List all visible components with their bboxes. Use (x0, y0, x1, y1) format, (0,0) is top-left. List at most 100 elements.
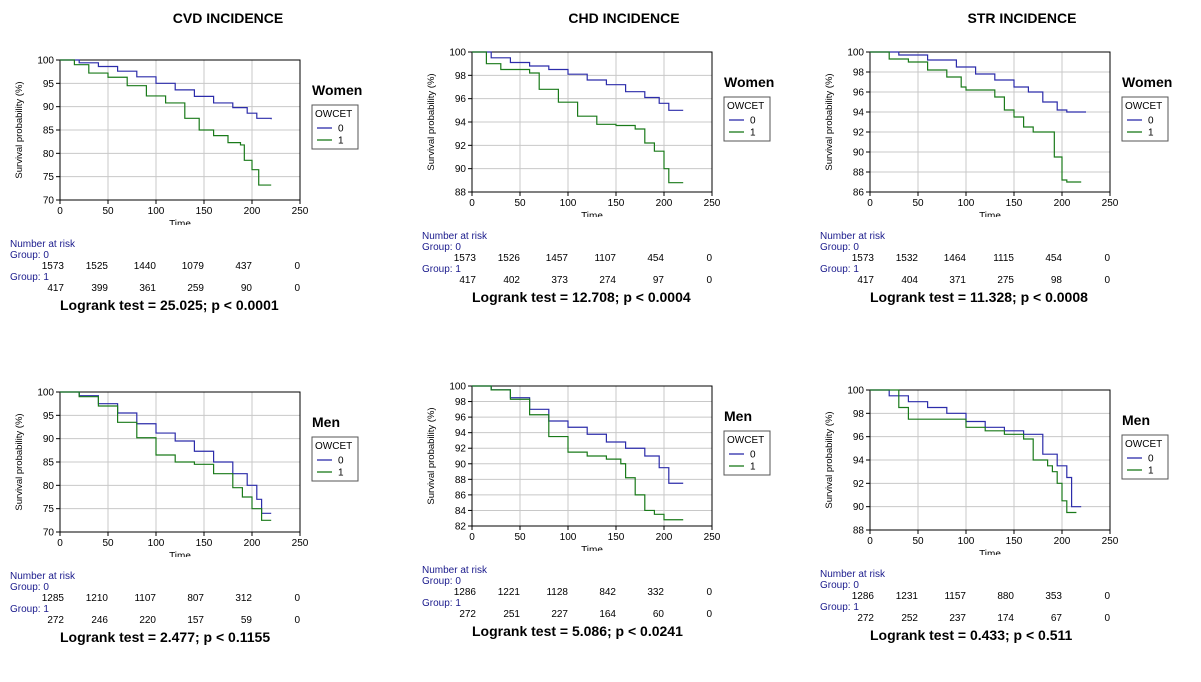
x-axis-label: Time (581, 545, 603, 551)
km-panel-cvd-men: 0 50 100 150 200 250 70 75 80 85 90 95 100 Time Surviv… (0, 382, 390, 682)
logrank-result: Logrank test = 2.477; p < 0.1155 (60, 629, 271, 645)
risk-value-group-1: 67 (1050, 613, 1062, 624)
y-tick-label: 98 (455, 71, 467, 82)
risk-value-group-0: 1079 (181, 261, 204, 272)
risk-value-group-1: 174 (997, 613, 1014, 624)
risk-group-1-label: Group: 1 (820, 264, 859, 275)
y-tick-label: 90 (455, 164, 467, 175)
risk-value-group-1: 399 (91, 283, 108, 294)
y-tick-label: 90 (853, 502, 865, 513)
km-chart-cvd-women: 0 50 100 150 200 250 70 75 80 85 90 95 100 Time Surviv… (14, 56, 362, 226)
km-chart-str-men: 0 50 100 150 200 250 88 90 92 94 96 98 100 Time Surviv… (824, 386, 1169, 555)
legend-box (311, 104, 359, 150)
risk-group-0-label: Group: 0 (10, 582, 49, 593)
x-axis-label: Time (979, 549, 1001, 555)
risk-value-group-1: 251 (503, 609, 520, 620)
y-tick-label: 92 (455, 141, 467, 152)
logrank-result: Logrank test = 5.086; p < 0.0241 (472, 623, 683, 639)
legend-label-group-1: 1 (1148, 128, 1154, 139)
y-tick-label: 80 (43, 149, 55, 160)
risk-value-group-0: 1107 (134, 593, 156, 604)
x-tick-label: 50 (912, 198, 924, 209)
risk-value-group-1: 0 (294, 615, 300, 626)
x-tick-label: 50 (514, 532, 526, 543)
legend-label-group-0: 0 (1148, 454, 1154, 465)
x-tick-label: 100 (958, 536, 975, 547)
legend-label-group-0: 0 (338, 456, 344, 467)
x-tick-label: 150 (608, 532, 625, 543)
risk-value-group-0: 0 (1104, 591, 1110, 602)
x-tick-label: 50 (912, 536, 924, 547)
risk-table-title: Number at risk (422, 565, 488, 576)
y-tick-label: 75 (43, 172, 55, 183)
y-tick-label: 96 (455, 94, 467, 105)
x-tick-label: 0 (57, 538, 63, 549)
km-chart-chd-men: 0 50 100 150 200 250 82 84 86 88 90 92 94 96 98 100 Time… (426, 382, 771, 551)
risk-value-group-0: 437 (235, 261, 252, 272)
x-tick-label: 150 (1006, 198, 1023, 209)
y-tick-label: 100 (37, 56, 54, 67)
km-panel-chd-men: 0 50 100 150 200 250 82 84 86 88 90 92 94 96 98 100 Time… (412, 376, 802, 676)
legend-title: OWCET (1125, 439, 1162, 450)
risk-value-group-1: 0 (1104, 613, 1110, 624)
x-tick-label: 100 (148, 538, 165, 549)
survival-curve-group-0 (472, 51, 684, 111)
risk-value-group-1: 252 (901, 613, 918, 624)
km-chart-cvd-men: 0 50 100 150 200 250 70 75 80 85 90 95 100 Time Surviv… (14, 388, 359, 557)
risk-value-group-1: 97 (652, 275, 664, 286)
risk-value-group-1: 0 (1104, 275, 1110, 286)
logrank-result: Logrank test = 25.025; p < 0.0001 (60, 297, 279, 313)
sex-label: Men (1122, 412, 1150, 428)
y-tick-label: 100 (449, 48, 466, 59)
risk-value-group-0: 454 (647, 253, 664, 264)
y-tick-label: 96 (853, 432, 865, 443)
x-tick-label: 100 (148, 206, 165, 217)
risk-value-group-0: 1231 (895, 591, 918, 602)
x-tick-label: 50 (102, 538, 114, 549)
risk-value-group-1: 371 (949, 275, 966, 286)
risk-value-group-0: 0 (294, 593, 300, 604)
risk-value-group-1: 164 (599, 609, 616, 620)
risk-value-group-0: 1107 (594, 253, 616, 264)
km-panel-str-women: 0 50 100 150 200 250 86 88 90 92 94 96 98 100 Time Surv… (810, 42, 1200, 342)
x-tick-label: 200 (656, 198, 673, 209)
risk-value-group-1: 402 (503, 275, 520, 286)
risk-group-1-label: Group: 1 (820, 602, 859, 613)
y-tick-label: 86 (455, 490, 467, 501)
risk-value-group-1: 404 (901, 275, 918, 286)
x-axis-label: Time (581, 211, 603, 217)
y-tick-label: 100 (847, 386, 864, 397)
risk-value-group-0: 1464 (943, 253, 966, 264)
survival-curve-group-0 (870, 51, 1086, 113)
risk-value-group-1: 0 (294, 283, 300, 294)
risk-value-group-1: 98 (1050, 275, 1062, 286)
y-tick-label: 98 (853, 68, 865, 79)
risk-table: Number at risk Group: 0 Group: 1 1286 1231 11… (810, 569, 1200, 639)
y-tick-label: 90 (43, 102, 55, 113)
risk-value-group-0: 0 (706, 253, 712, 264)
risk-value-group-1: 272 (459, 609, 476, 620)
legend-label-group-0: 0 (338, 124, 344, 135)
legend-label-group-1: 1 (750, 128, 756, 139)
logrank-result: Logrank test = 0.433; p < 0.511 (870, 627, 1073, 643)
sex-label: Men (724, 408, 752, 424)
x-tick-label: 150 (1006, 536, 1023, 547)
risk-value-group-1: 157 (187, 615, 204, 626)
y-tick-label: 70 (43, 196, 55, 207)
legend-title: OWCET (315, 109, 352, 120)
risk-value-group-0: 1532 (895, 253, 918, 264)
x-tick-label: 100 (958, 198, 975, 209)
sex-label: Women (312, 82, 362, 98)
risk-value-group-1: 259 (187, 283, 204, 294)
survival-curve-group-0 (870, 389, 1082, 508)
risk-group-1-label: Group: 1 (422, 598, 461, 609)
x-tick-label: 250 (1102, 198, 1119, 209)
risk-table-title: Number at risk (422, 231, 488, 242)
x-tick-label: 100 (560, 198, 577, 209)
y-tick-label: 88 (853, 526, 865, 537)
survival-curve-group-0 (472, 385, 684, 484)
risk-value-group-0: 332 (647, 587, 664, 598)
risk-value-group-0: 1525 (85, 261, 108, 272)
km-panel-str-men: 0 50 100 150 200 250 88 90 92 94 96 98 100 Time Surviv… (810, 380, 1200, 680)
risk-value-group-0: 0 (1104, 253, 1110, 264)
